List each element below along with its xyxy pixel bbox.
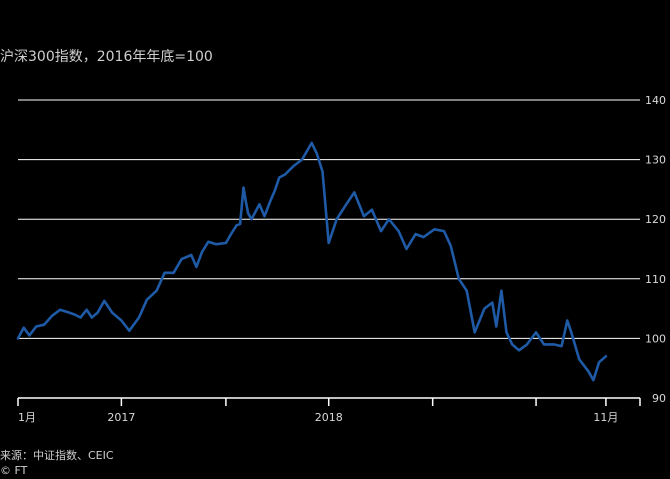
gridlines bbox=[18, 99, 640, 339]
chart-title: 沪深300指数，2016年年底=100 bbox=[0, 49, 213, 65]
y-tick-label-90: 90 bbox=[652, 392, 666, 405]
x-tick-label-3: 2018 bbox=[315, 411, 343, 424]
y-tick-labels: 90 100 110 120 130 140 bbox=[645, 94, 666, 405]
series-layer bbox=[16, 141, 608, 382]
source-text: 来源：中证指数、CEIC bbox=[0, 449, 114, 462]
y-tick-label-120: 120 bbox=[645, 213, 666, 226]
source-note: 来源：中证指数、CEIC © FT bbox=[0, 448, 114, 478]
x-tick-label-4: 11月 bbox=[593, 411, 618, 424]
y-tick-label-100: 100 bbox=[645, 332, 666, 345]
series-line-csi300 bbox=[16, 141, 608, 382]
y-tick-label-140: 140 bbox=[645, 94, 666, 107]
line-chart: 90 100 110 120 130 140 1月 2017 2018 11月 bbox=[16, 94, 666, 424]
x-tick-labels: 1月 2017 2018 11月 bbox=[18, 411, 618, 424]
x-tick-label-0: 1月 bbox=[18, 411, 36, 424]
x-axis bbox=[17, 397, 641, 406]
y-tick-label-110: 110 bbox=[645, 273, 666, 286]
y-tick-label-130: 130 bbox=[645, 154, 666, 167]
ft-credit: © FT bbox=[0, 464, 28, 477]
x-tick-label-1: 2017 bbox=[107, 411, 135, 424]
